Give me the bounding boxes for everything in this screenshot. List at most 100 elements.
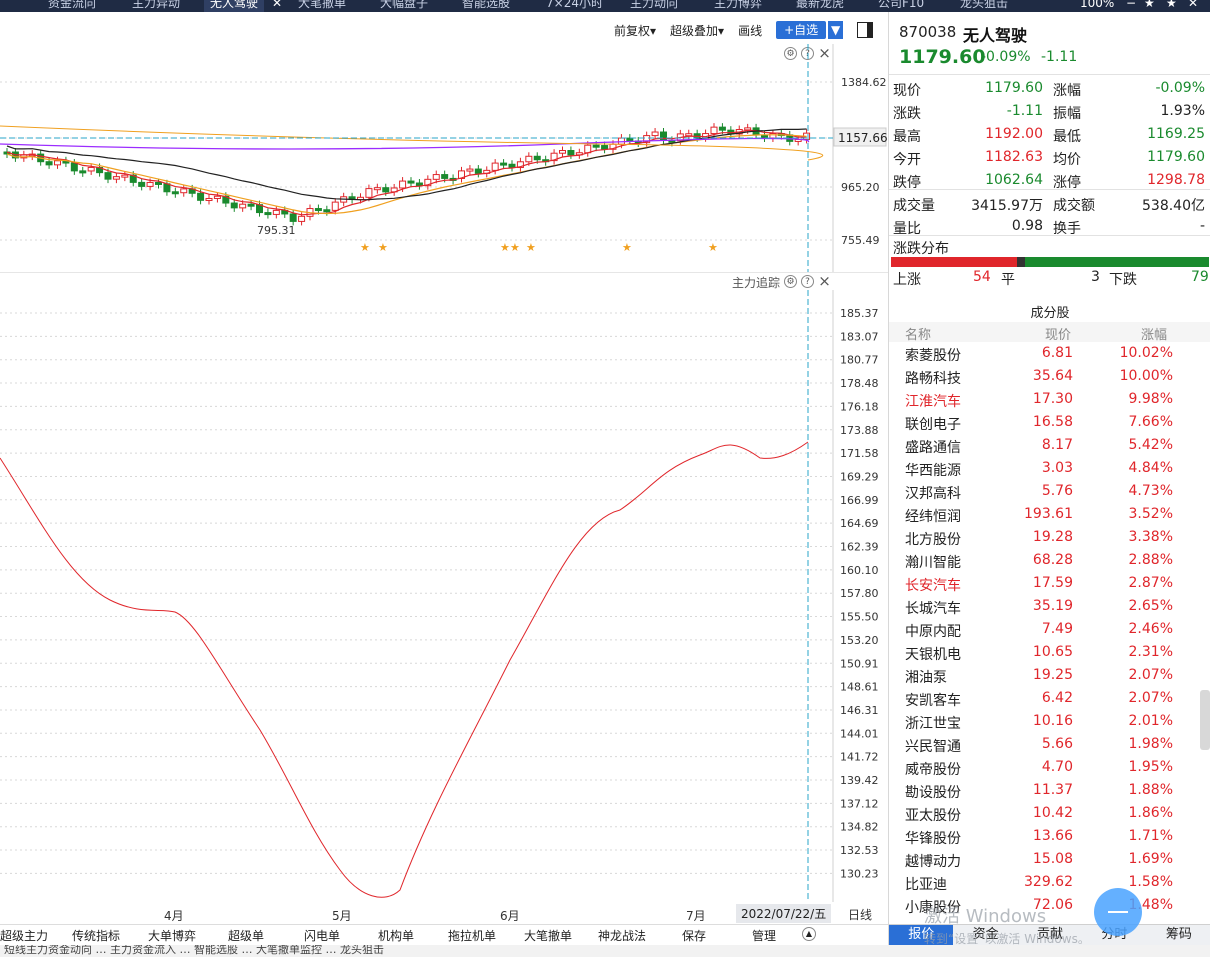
component-row[interactable]: 亚太股份 10.42 1.86% — [889, 803, 1210, 826]
indicator-tab[interactable]: 机构单 — [378, 929, 415, 943]
component-row[interactable]: 经纬恒润 193.61 3.52% — [889, 504, 1210, 527]
candle-body — [331, 201, 339, 211]
component-row[interactable]: 威帝股份 4.70 1.95% — [889, 757, 1210, 780]
floating-assistant-button[interactable] — [1094, 888, 1142, 936]
minus-icon[interactable]: − — [1126, 0, 1137, 10]
star-outline-icon[interactable]: ★ — [1166, 0, 1177, 10]
candle-body — [567, 150, 575, 156]
candle-body — [432, 174, 440, 180]
draw-line-button[interactable]: 画线 — [738, 23, 763, 38]
close-icon[interactable]: × — [818, 272, 831, 290]
component-name: 威帝股份 — [905, 762, 961, 778]
ticker-text[interactable]: 短线主力资金动向 … 主力资金流入 … 智能选股 … 大笔撤单监控 … 龙头狙击 — [4, 945, 384, 956]
component-name: 瀚川智能 — [905, 555, 961, 571]
header-name[interactable]: 名称 — [905, 328, 932, 343]
component-row[interactable]: 安凯客车 6.42 2.07% — [889, 688, 1210, 711]
component-name: 越博动力 — [905, 854, 961, 870]
indicator-tab[interactable]: 大笔撤单 — [524, 929, 573, 943]
component-row[interactable]: 兴民智通 5.66 1.98% — [889, 734, 1210, 757]
tab-3[interactable]: 大笔撤单 — [298, 0, 347, 10]
y-tick-label: 132.53 — [840, 844, 879, 857]
indicator-tab[interactable]: 保存 — [682, 929, 707, 943]
tab-close-icon[interactable]: ✕ — [272, 0, 283, 10]
expand-up-icon[interactable]: ▲ — [802, 927, 816, 941]
component-name: 天银机电 — [905, 647, 961, 663]
candle-body — [45, 161, 53, 166]
tab-7[interactable]: 主力动向 — [630, 0, 679, 10]
component-row[interactable]: 越博动力 15.08 1.69% — [889, 849, 1210, 872]
indicator-tab[interactable]: 传统指标 — [72, 929, 121, 943]
indicator-tab[interactable]: 超级单 — [228, 929, 265, 943]
component-row[interactable]: 比亚迪 329.62 1.58% — [889, 872, 1210, 895]
tab-4[interactable]: 大幅盘子 — [380, 0, 429, 10]
component-name: 湘油泵 — [905, 670, 947, 686]
component-price: 35.64 — [1032, 368, 1073, 384]
low-price-label: 795.31 — [257, 224, 296, 237]
component-price: 10.42 — [1032, 805, 1073, 821]
adjust-dropdown[interactable]: 前复权▾ — [614, 23, 657, 38]
tab-8[interactable]: 主力博弈 — [714, 0, 763, 10]
quote-panel: 870038 无人驾驶 1179.60 -0.09% -1.11 现价 1179.… — [888, 12, 1210, 945]
tab-10[interactable]: 公司F10 — [878, 0, 925, 10]
y-tick-label: 164.69 — [840, 517, 879, 530]
indicator-tab[interactable]: 超级主力 — [0, 929, 49, 943]
tab-chips[interactable]: 筹码 — [1165, 927, 1192, 942]
kline-chart[interactable]: 1384.621157.66965.20755.491157.66795.31★… — [0, 44, 888, 272]
candle-body — [213, 195, 221, 199]
star-icon[interactable]: ★ — [1144, 0, 1155, 10]
settings-icon[interactable]: ⚙ — [784, 275, 797, 288]
tab-1[interactable]: 主力异动 — [132, 0, 181, 10]
settings-icon[interactable]: ⚙ — [784, 47, 797, 60]
indicator-tab[interactable]: 闪电单 — [304, 929, 341, 943]
tab-6[interactable]: 7×24小时 — [546, 0, 603, 10]
panel-toggle-icon[interactable] — [857, 22, 874, 38]
overlay-dropdown[interactable]: 超级叠加▾ — [670, 23, 725, 38]
close-icon[interactable]: × — [818, 44, 831, 62]
component-row[interactable]: 中原内配 7.49 2.46% — [889, 619, 1210, 642]
stat-row: 成交量 3415.97万 成交额 538.40亿 — [889, 192, 1210, 214]
component-row[interactable]: 江淮汽车 17.30 9.98% — [889, 389, 1210, 412]
side-scroll-handle[interactable] — [1200, 690, 1210, 750]
tab-funds[interactable]: 资金 — [972, 927, 999, 942]
indicator-tab[interactable]: 拖拉机单 — [448, 929, 497, 943]
signal-star-icon: ★ — [500, 241, 510, 254]
tab-2-active[interactable]: 无人驾驶 — [204, 0, 265, 12]
add-watchlist-button[interactable]: +自选 — [776, 21, 827, 39]
tab-contribution[interactable]: 贡献 — [1037, 927, 1064, 942]
ma5-line — [0, 137, 810, 150]
header-price[interactable]: 现价 — [1045, 328, 1072, 343]
indicator-tab[interactable]: 神龙战法 — [598, 929, 647, 943]
component-row[interactable]: 路畅科技 35.64 10.00% — [889, 366, 1210, 389]
header-change[interactable]: 涨幅 — [1141, 328, 1168, 343]
help-icon[interactable]: ? — [801, 275, 814, 288]
watchlist-dropdown-icon[interactable]: ▼ — [827, 21, 844, 39]
component-row[interactable]: 勘设股份 11.37 1.88% — [889, 780, 1210, 803]
component-row[interactable]: 华锋股份 13.66 1.71% — [889, 826, 1210, 849]
tab-5[interactable]: 智能选股 — [462, 0, 511, 10]
component-row[interactable]: 联创电子 16.58 7.66% — [889, 412, 1210, 435]
component-row[interactable]: 湘油泵 19.25 2.07% — [889, 665, 1210, 688]
component-change: 2.88% — [1128, 552, 1173, 568]
indicator-tab[interactable]: 管理 — [752, 929, 777, 943]
component-row[interactable]: 索菱股份 6.81 10.02% — [889, 343, 1210, 366]
close-window-icon[interactable]: ✕ — [1188, 0, 1199, 10]
component-row[interactable]: 瀚川智能 68.28 2.88% — [889, 550, 1210, 573]
component-price: 10.65 — [1032, 644, 1073, 660]
component-row[interactable]: 长安汽车 17.59 2.87% — [889, 573, 1210, 596]
tab-0[interactable]: 资金流向 — [48, 0, 97, 10]
stat-value: 538.40亿 — [1142, 198, 1205, 214]
component-row[interactable]: 汉邦高科 5.76 4.73% — [889, 481, 1210, 504]
component-row[interactable]: 盛路通信 8.17 5.42% — [889, 435, 1210, 458]
tab-quote[interactable]: 报价 — [889, 925, 954, 945]
component-row[interactable]: 北方股份 19.28 3.38% — [889, 527, 1210, 550]
period-selector[interactable]: 日线 — [848, 908, 873, 922]
indicator-tab[interactable]: 大单博弈 — [148, 929, 197, 943]
component-row[interactable]: 长城汽车 35.19 2.65% — [889, 596, 1210, 619]
tab-9[interactable]: 最新龙虎 — [796, 0, 845, 10]
stat-label: 今开 — [893, 152, 921, 168]
component-row[interactable]: 华西能源 3.03 4.84% — [889, 458, 1210, 481]
component-row[interactable]: 浙江世宝 10.16 2.01% — [889, 711, 1210, 734]
tab-11[interactable]: 龙头狙击 — [960, 0, 1009, 10]
main-force-tracking-chart[interactable]: 185.37 183.07 180.77 178.48 176.18 173.88 171.… — [0, 290, 888, 902]
component-row[interactable]: 天银机电 10.65 2.31% — [889, 642, 1210, 665]
